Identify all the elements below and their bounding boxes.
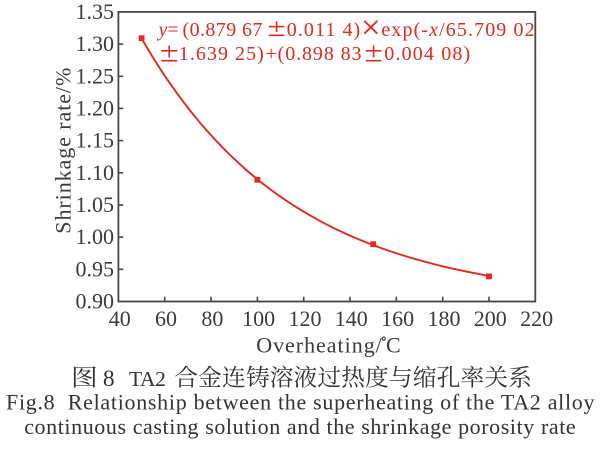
svg-text:160: 160 (381, 306, 414, 331)
svg-text:1.00: 1.00 (76, 224, 115, 249)
svg-text:0.90: 0.90 (76, 289, 115, 314)
svg-text:1.30: 1.30 (76, 31, 115, 56)
svg-text:80: 80 (201, 306, 223, 331)
svg-text:60: 60 (155, 306, 177, 331)
svg-text:Fig.8 Relationship between th: Fig.8 Relationship between the superheat… (6, 390, 595, 415)
svg-text:continuous casting solution an: continuous casting solution and the shri… (24, 414, 576, 439)
svg-text:1.05: 1.05 (76, 192, 115, 217)
svg-text:exp(-x/65.709 02: exp(-x/65.709 02 (381, 19, 534, 41)
svg-text:Shrinkage rate/%: Shrinkage rate/% (51, 68, 76, 234)
svg-text:0.004 08): 0.004 08) (384, 43, 470, 65)
svg-text:0.011 4): 0.011 4) (287, 19, 360, 41)
svg-text:40: 40 (109, 306, 131, 331)
svg-text:TA2: TA2 (129, 367, 166, 391)
svg-text:C: C (386, 333, 401, 358)
svg-text:1.15: 1.15 (76, 128, 115, 153)
svg-text:200: 200 (474, 306, 507, 331)
svg-text:100: 100 (242, 306, 275, 331)
svg-text:180: 180 (427, 306, 460, 331)
svg-text:1.639 25): 1.639 25) (179, 43, 264, 65)
svg-text:120: 120 (288, 306, 321, 331)
svg-text:(0.879 67: (0.879 67 (183, 19, 263, 41)
svg-text:y=: y= (157, 19, 179, 41)
svg-text:1.20: 1.20 (76, 95, 115, 120)
svg-text:220: 220 (520, 306, 553, 331)
svg-text:0.95: 0.95 (76, 256, 115, 281)
svg-text:8: 8 (103, 366, 115, 392)
svg-text:1.10: 1.10 (76, 160, 115, 185)
svg-text:140: 140 (335, 306, 368, 331)
svg-text:1.35: 1.35 (76, 0, 115, 24)
svg-text:+(0.898 83: +(0.898 83 (266, 43, 362, 65)
svg-text:1.25: 1.25 (76, 63, 115, 88)
svg-text:Overheating/: Overheating/ (256, 333, 382, 358)
